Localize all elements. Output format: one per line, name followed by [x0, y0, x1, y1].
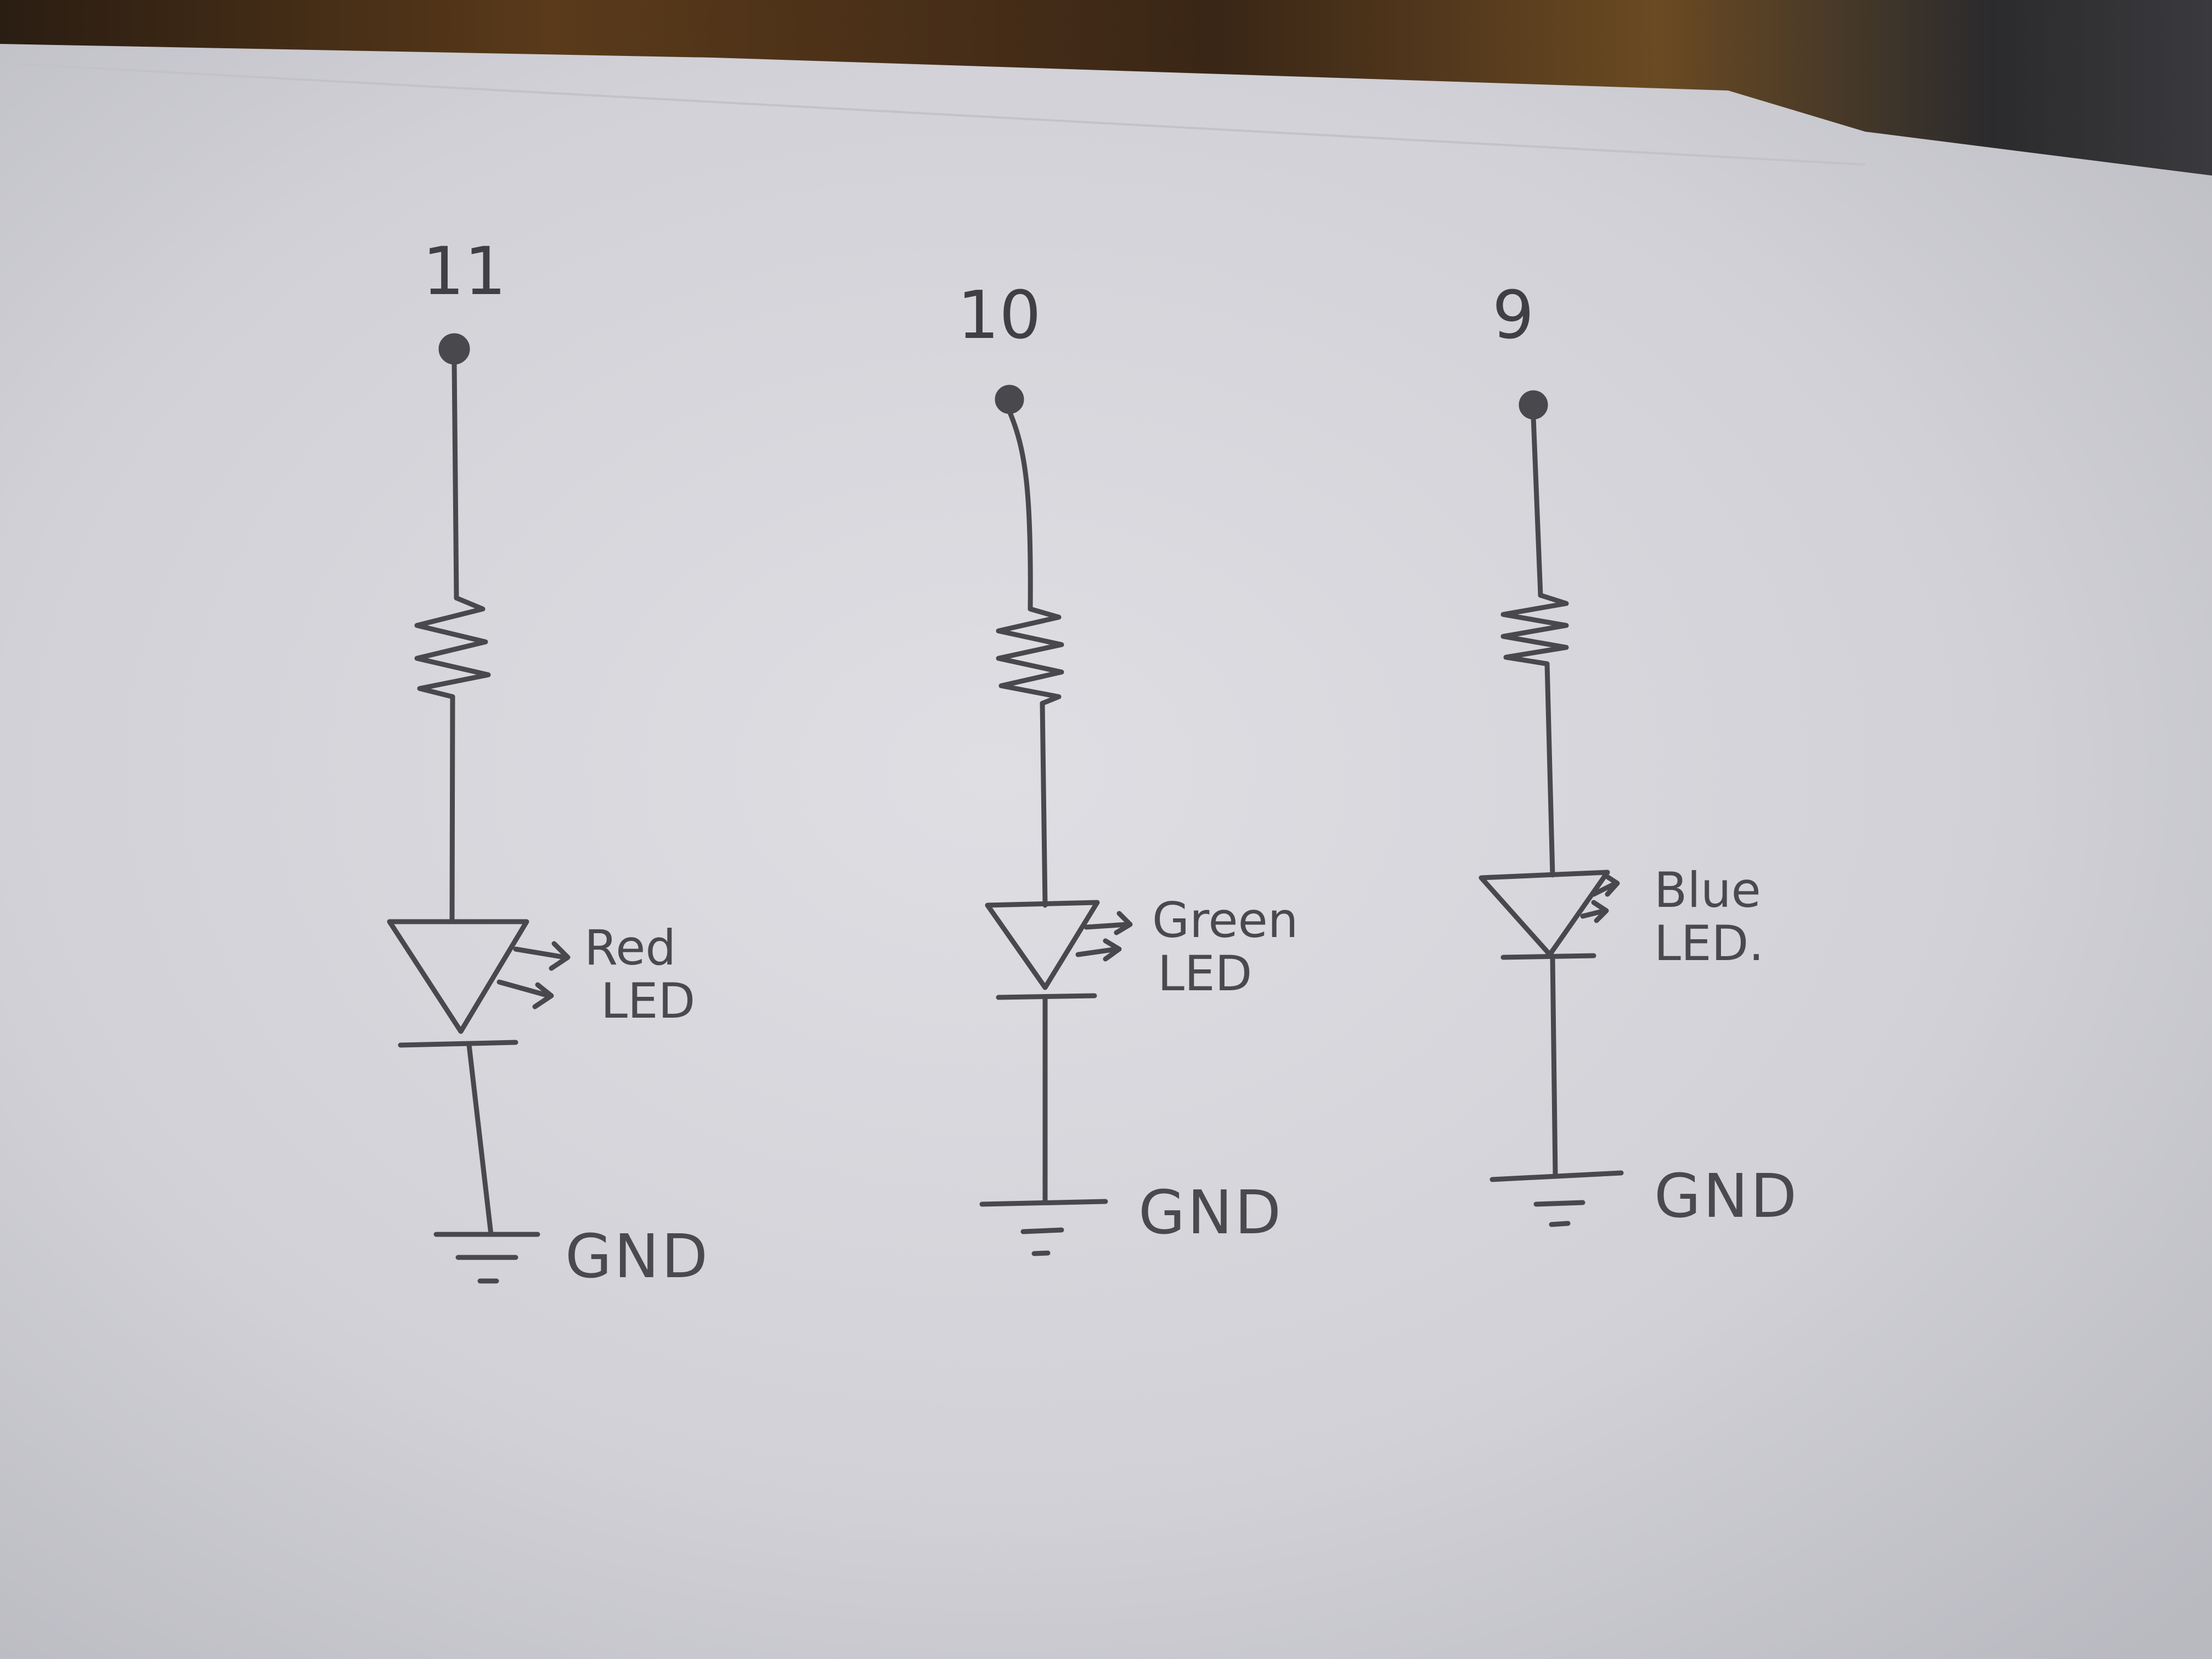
light-arrow — [496, 979, 554, 1009]
wire — [1007, 409, 1033, 612]
wire — [449, 694, 455, 924]
resistor-symbol — [996, 606, 1064, 706]
led-type-text: LED — [1158, 945, 1252, 1002]
pin-label-10: 10 — [957, 278, 1041, 354]
resistor-symbol — [414, 595, 491, 699]
led-color-text: Red — [584, 919, 676, 976]
pin-label-11: 11 — [422, 234, 506, 310]
wire — [1040, 701, 1048, 908]
led-label-red: Red LED — [584, 919, 696, 1029]
light-arrow — [1580, 900, 1609, 923]
ground-symbol — [979, 1199, 1108, 1256]
ground-label-3: GND — [1654, 1161, 1799, 1231]
ground-symbol — [1489, 1170, 1624, 1227]
light-arrow — [513, 941, 571, 971]
wire — [1531, 414, 1543, 598]
led-color-text: Blue — [1654, 862, 1761, 918]
led-diode-symbol — [985, 900, 1100, 990]
resistor-symbol — [1500, 592, 1569, 667]
led-color-text: Green — [1152, 892, 1299, 949]
light-arrow — [1591, 872, 1620, 897]
pin-label-9: 9 — [1492, 278, 1534, 354]
led-cathode-bar — [1500, 953, 1596, 960]
led-type-text: LED. — [1654, 915, 1764, 972]
ground-label-2: GND — [1138, 1177, 1284, 1248]
wire — [1550, 955, 1558, 1177]
pin-terminal-node — [1519, 390, 1548, 420]
light-arrow — [1084, 911, 1133, 935]
led-cathode-bar — [398, 1040, 518, 1048]
led-diode-symbol — [1479, 870, 1610, 957]
ground-label-1: GND — [565, 1221, 710, 1291]
ground-symbol — [433, 1232, 540, 1284]
light-arrow — [1075, 938, 1122, 962]
wire — [1544, 661, 1555, 878]
wire — [466, 1042, 494, 1237]
led-label-green: Green LED — [1152, 894, 1299, 1001]
wire — [452, 359, 459, 601]
led-label-blue: Blue LED. — [1654, 864, 1764, 970]
led-diode-symbol — [387, 919, 529, 1034]
led-type-text: LED — [601, 972, 696, 1029]
